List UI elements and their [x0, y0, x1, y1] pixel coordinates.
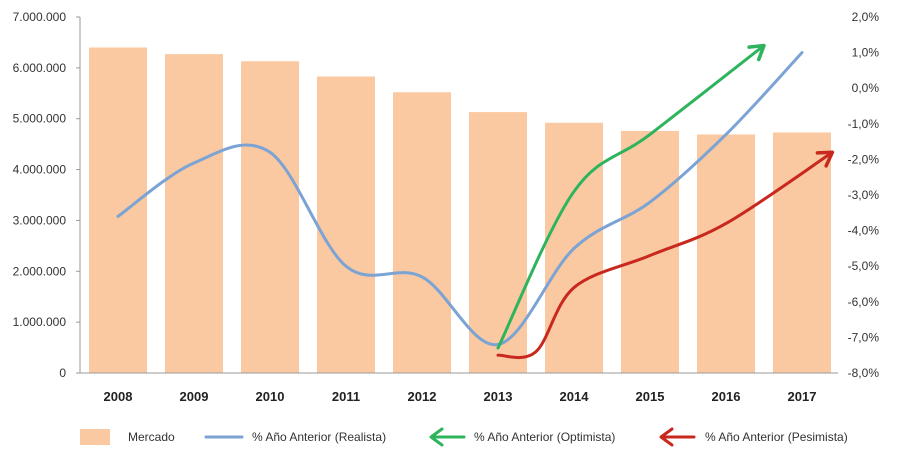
- series-line-pesimista: [496, 150, 834, 360]
- legend-label-realista: % Año Anterior (Realista): [252, 430, 386, 444]
- lines: [116, 43, 835, 360]
- right-tick-label: -1,0%: [848, 117, 880, 131]
- left-axis: 0 1.000.000 2.000.000 3.000.000 4.000.000 5.0…: [13, 10, 81, 380]
- x-tick-label: 2014: [560, 389, 590, 404]
- series-arrowhead-pesimista: [815, 150, 835, 168]
- left-tick-label: 2.000.000: [13, 264, 67, 278]
- bar-2009: [165, 54, 223, 374]
- bar-2012: [393, 92, 451, 374]
- bar-2015: [621, 130, 679, 373]
- bar-2008: [89, 47, 147, 374]
- legend-swatch-mercado: [80, 429, 110, 445]
- series-arrowhead-optimista: [747, 43, 766, 62]
- legend-label-pesimista: % Año Anterior (Pesimista): [705, 430, 848, 444]
- right-tick-label: -3,0%: [848, 188, 880, 202]
- right-tick-label: 0,0%: [852, 81, 880, 95]
- left-tick-label: 0: [59, 366, 66, 380]
- x-tick-label: 2009: [180, 389, 209, 404]
- x-tick-label: 2013: [484, 389, 513, 404]
- right-tick-label: -8,0%: [848, 366, 880, 380]
- left-tick-label: 3.000.000: [13, 213, 67, 227]
- bar-2011: [317, 76, 375, 373]
- bar-2016: [697, 134, 755, 373]
- legend-label-mercado: Mercado: [128, 430, 175, 444]
- left-tick-label: 6.000.000: [13, 61, 67, 75]
- bar-2017: [773, 132, 831, 373]
- bar-2013: [469, 112, 527, 374]
- bar-2010: [241, 61, 299, 373]
- series-line-realista: [116, 51, 804, 347]
- right-tick-label: -5,0%: [848, 259, 880, 273]
- x-tick-label: 2010: [256, 389, 285, 404]
- bars: [89, 47, 831, 374]
- left-tick-label: 1.000.000: [13, 315, 67, 329]
- series-line-optimista: [496, 43, 766, 350]
- right-tick-label: -7,0%: [848, 330, 880, 344]
- legend: Mercado % Año Anterior (Realista) % Año An…: [80, 427, 848, 447]
- right-axis: -8,0% -7,0% -6,0% -5,0% -4,0% -3,0% -2,0% -1,0%…: [848, 10, 880, 380]
- right-tick-label: 1,0%: [852, 46, 880, 60]
- x-axis: 2008 2009 2010 2011 2012 2013 2014 2015 2016 2017: [80, 372, 838, 404]
- legend-label-optimista: % Año Anterior (Optimista): [474, 430, 615, 444]
- legend-arrowhead-pesimista: [659, 427, 674, 447]
- x-tick-label: 2011: [332, 389, 360, 404]
- x-tick-label: 2008: [104, 389, 133, 404]
- right-tick-label: -6,0%: [848, 295, 880, 309]
- x-tick-label: 2017: [788, 389, 817, 404]
- left-tick-label: 5.000.000: [13, 112, 67, 126]
- x-tick-label: 2015: [636, 389, 665, 404]
- left-tick-label: 4.000.000: [13, 163, 67, 177]
- x-tick-label: 2012: [408, 389, 437, 404]
- right-tick-label: -2,0%: [848, 152, 880, 166]
- right-tick-label: -4,0%: [848, 224, 880, 238]
- right-tick-label: 2,0%: [852, 10, 880, 24]
- legend-arrowhead-optimista: [429, 427, 444, 447]
- left-tick-label: 7.000.000: [13, 10, 67, 24]
- x-tick-label: 2016: [712, 389, 741, 404]
